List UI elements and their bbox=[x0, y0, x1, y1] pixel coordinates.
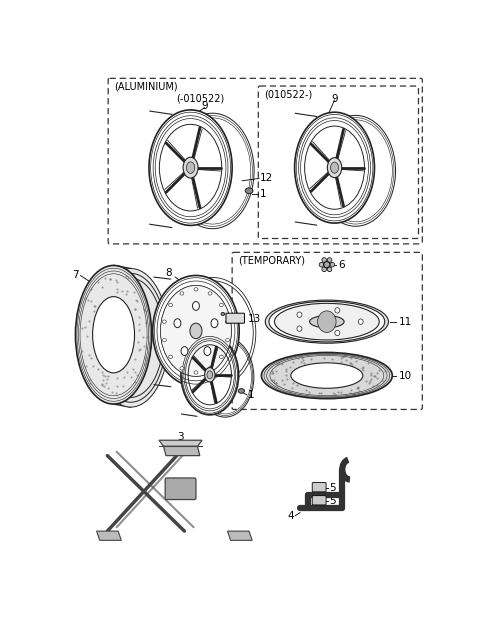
Ellipse shape bbox=[207, 371, 213, 379]
Text: 9: 9 bbox=[331, 93, 338, 104]
Ellipse shape bbox=[153, 275, 239, 387]
Ellipse shape bbox=[331, 162, 338, 173]
Ellipse shape bbox=[162, 339, 166, 342]
Text: 5: 5 bbox=[329, 483, 336, 493]
Ellipse shape bbox=[110, 300, 152, 376]
Text: 12: 12 bbox=[260, 173, 273, 184]
Ellipse shape bbox=[75, 266, 152, 404]
Ellipse shape bbox=[226, 320, 229, 323]
Ellipse shape bbox=[93, 269, 169, 407]
Ellipse shape bbox=[335, 308, 340, 313]
Text: (010522-): (010522-) bbox=[264, 89, 313, 99]
FancyBboxPatch shape bbox=[312, 495, 326, 505]
Ellipse shape bbox=[149, 110, 232, 225]
Ellipse shape bbox=[168, 355, 172, 358]
Ellipse shape bbox=[190, 323, 202, 339]
Ellipse shape bbox=[310, 316, 344, 328]
Ellipse shape bbox=[327, 267, 332, 271]
Text: 5: 5 bbox=[329, 496, 336, 506]
Ellipse shape bbox=[327, 258, 332, 262]
Ellipse shape bbox=[219, 303, 223, 307]
Ellipse shape bbox=[219, 355, 223, 358]
FancyBboxPatch shape bbox=[312, 483, 326, 492]
Polygon shape bbox=[96, 531, 121, 540]
Ellipse shape bbox=[327, 157, 342, 178]
FancyBboxPatch shape bbox=[165, 478, 196, 500]
Text: (TEMPORARY): (TEMPORARY) bbox=[238, 255, 305, 266]
Ellipse shape bbox=[318, 311, 336, 332]
Ellipse shape bbox=[322, 258, 326, 262]
Ellipse shape bbox=[297, 326, 302, 332]
Ellipse shape bbox=[245, 188, 253, 194]
Text: 8: 8 bbox=[166, 268, 172, 278]
Text: 7: 7 bbox=[72, 271, 78, 280]
Ellipse shape bbox=[211, 319, 218, 328]
Ellipse shape bbox=[221, 312, 225, 316]
Ellipse shape bbox=[226, 339, 229, 342]
Ellipse shape bbox=[319, 262, 324, 267]
Ellipse shape bbox=[181, 347, 188, 355]
Ellipse shape bbox=[208, 367, 212, 370]
Ellipse shape bbox=[181, 335, 239, 415]
Text: 13: 13 bbox=[248, 314, 261, 324]
Ellipse shape bbox=[265, 300, 388, 343]
Ellipse shape bbox=[186, 162, 195, 173]
Ellipse shape bbox=[180, 292, 184, 295]
Ellipse shape bbox=[194, 287, 198, 291]
Ellipse shape bbox=[335, 330, 340, 335]
Text: (ALUMINIUM): (ALUMINIUM) bbox=[114, 81, 178, 92]
Ellipse shape bbox=[324, 262, 330, 268]
Text: 3: 3 bbox=[177, 432, 184, 442]
Ellipse shape bbox=[358, 319, 363, 324]
Text: 9: 9 bbox=[201, 101, 208, 111]
Ellipse shape bbox=[204, 367, 215, 382]
Ellipse shape bbox=[174, 319, 181, 328]
Ellipse shape bbox=[275, 303, 379, 340]
Text: 11: 11 bbox=[398, 317, 412, 326]
Text: 4: 4 bbox=[288, 511, 294, 521]
Text: 10: 10 bbox=[398, 371, 411, 381]
Ellipse shape bbox=[238, 388, 244, 393]
Polygon shape bbox=[228, 531, 252, 540]
Ellipse shape bbox=[168, 303, 172, 307]
Ellipse shape bbox=[160, 285, 231, 376]
Text: 2: 2 bbox=[217, 332, 224, 342]
FancyBboxPatch shape bbox=[226, 313, 244, 323]
Ellipse shape bbox=[322, 267, 326, 271]
Ellipse shape bbox=[180, 367, 184, 370]
Ellipse shape bbox=[295, 112, 374, 223]
Ellipse shape bbox=[183, 157, 198, 178]
Ellipse shape bbox=[269, 301, 385, 342]
Text: (-010522): (-010522) bbox=[176, 93, 224, 104]
Polygon shape bbox=[164, 447, 200, 456]
Polygon shape bbox=[159, 440, 202, 447]
Ellipse shape bbox=[194, 371, 198, 374]
Text: 6: 6 bbox=[338, 260, 345, 269]
Ellipse shape bbox=[93, 296, 134, 373]
Ellipse shape bbox=[291, 363, 363, 388]
Ellipse shape bbox=[262, 353, 392, 399]
Ellipse shape bbox=[192, 301, 199, 310]
Ellipse shape bbox=[330, 262, 335, 267]
Ellipse shape bbox=[297, 312, 302, 317]
Text: 1: 1 bbox=[248, 390, 255, 400]
Ellipse shape bbox=[208, 292, 212, 295]
Ellipse shape bbox=[204, 347, 211, 355]
Text: 1: 1 bbox=[260, 189, 266, 199]
Ellipse shape bbox=[162, 320, 166, 323]
